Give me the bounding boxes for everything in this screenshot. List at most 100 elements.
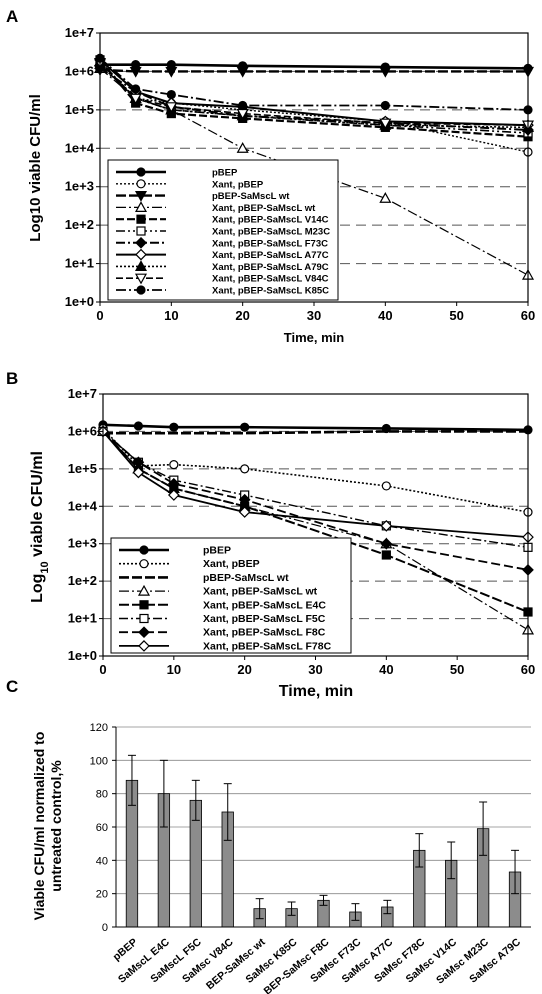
chart-a-x-axis-label: Time, min [284,330,345,345]
chart-a-legend-label: Xant, pBEP-SaMscL M23C [212,227,330,238]
chart-b-legend-item: Xant, pBEP [119,558,260,570]
chart-b-series-8 [97,425,534,543]
chart-a-series-line [99,67,529,131]
chart-c-y-tick-label: 100 [90,755,108,767]
chart-c-grid [116,726,531,895]
chart-a-series-11 [95,53,533,115]
chart-a-legend-marker [134,273,148,285]
chart-b-data-point [169,459,179,470]
chart-b-data-point [238,493,251,506]
chart-b-data-point [133,421,144,431]
chart-b-legend-label: Xant, pBEP-SaMscL wt [203,586,318,598]
chart-b-data-point [240,422,250,432]
chart-c-bar-group [157,759,171,928]
chart-c-bar-group [413,833,426,928]
chart-b-series-line [102,430,529,571]
chart-a-legend-label: Xant, pBEP-SaMscL A77C [212,250,329,261]
chart-c-y-tick-label: 80 [96,789,108,801]
chart-c-bar-group [221,783,234,928]
chart-a-data-point [129,93,142,105]
chart-b-data-point [238,506,251,518]
chart-b-series-2 [98,423,533,517]
chart-b-legend-box [110,537,352,654]
chart-c-bar-group [349,903,362,928]
chart-a-y-tick-label: 1e+2 [65,217,94,232]
chart-c-bar-group [476,801,490,928]
chart-a-y-tick-label: 1e+0 [65,294,94,309]
chart-b-data-point [381,481,391,491]
chart-a-legend-item: Xant, pBEP-SaMscL A77C [116,248,329,261]
chart-a-legend-label: Xant, pBEP-SaMscL V14C [212,215,329,226]
chart-a-legend-marker [134,191,148,202]
chart-a-data-point [380,100,390,111]
chart-a-data-point [379,66,392,78]
chart-a-legend-label: Xant, pBEP-SaMscL A79C [212,262,329,273]
chart-a-data-point [236,66,249,78]
chart-a-y-tick-label: 1e+4 [65,140,95,155]
chart-b-x-tick-label: 10 [167,662,181,677]
chart-a-data-point [238,100,248,111]
chart-a-data-point [165,66,178,78]
chart-a-series [93,53,535,280]
chart-a-series-line [100,63,529,70]
chart-b-legend-label: Xant, pBEP-SaMscL F5C [203,613,326,625]
chart-b-y-tick-label: 1e+5 [68,461,97,476]
chart-b-series-line [102,423,529,432]
chart-b-x-tick-label: 30 [308,662,322,677]
chart-b-data-point [167,477,180,490]
chart-a-data-point [131,84,141,94]
chart-b-data-point [381,550,391,560]
chart-b-data-point [169,422,179,432]
chart-c-y-tick-label: 20 [96,889,108,901]
chart-b-legend-label: Xant, pBEP-SaMscL F8C [203,627,326,639]
chart-b: 1e+0 1e+1 1e+2 1e+3 1e+4 1e+5 1e+6 1e+7 0 10 20 30 4… [29,386,535,700]
chart-a-y-axis-label: Log10 viable CFU/ml [27,94,44,242]
chart-b-y-tick-label: 1e+3 [68,536,97,551]
chart-a-legend-item: Xant, pBEP-SaMscL wt [116,201,316,214]
chart-c-bar-group [508,849,522,928]
chart-b-legend-item: Xant, pBEP-SaMscL F78C [119,640,332,652]
chart-b-y-tick-label: 1e+0 [68,648,97,663]
chart-a-legend-marker [136,285,146,295]
chart-b-x-tick-label: 20 [237,662,251,677]
chart-a-x-tick-label: 0 [96,308,103,323]
chart-a-series-line [99,59,529,138]
chart-b-data-point [240,464,250,474]
chart-c-bar-group [445,841,458,928]
chart-a-series-line [99,61,529,129]
chart-c-y-tick-label: 0 [102,922,108,934]
panel-label-c: C [6,677,18,696]
chart-b-x-tick-label: 60 [521,662,535,677]
chart-a-data-point [236,142,249,153]
chart-a-legend-label: Xant, pBEP-SaMscL F73C [212,238,328,249]
chart-a-legend-label: Xant, pBEP [212,179,264,190]
chart-b-x-tick-label: 40 [379,662,393,677]
chart-b-legend-marker [137,584,151,596]
chart-a-legend-item: Xant, pBEP-SaMscL V84C [116,273,329,285]
chart-a-legend-item: Xant, pBEP [116,179,264,190]
chart-b-legend-marker [138,640,150,652]
chart-c-bar-group [285,901,298,928]
chart-a-y-tick-label: 1e+5 [65,102,94,117]
chart-b-data-point [132,466,145,479]
chart-a-x-tick-label: 40 [378,308,392,323]
chart-b-x-tick-label: 50 [450,662,464,677]
chart-a-data-point [165,102,178,114]
chart-c-y-axis-label: Viable CFU/ml normalized tountreated con… [31,732,64,921]
chart-a: 1e+0 1e+1 1e+2 1e+3 1e+4 1e+5 1e+6 1e+7 0 10 20 30 4… [27,25,535,345]
chart-a-series-line [99,57,529,111]
chart-b-legend-label: Xant, pBEP-SaMscL E4C [203,599,326,611]
chart-b-legend-marker [139,613,149,624]
chart-a-data-point [379,192,392,203]
chart-b-ticks: 1e+0 1e+1 1e+2 1e+3 1e+4 1e+5 1e+6 1e+7 0 10 20 30 4… [68,386,536,677]
chart-b-y-tick-label: 1e+7 [68,386,97,401]
chart-b-data-point [380,537,393,550]
chart-b-series-3 [103,430,528,435]
chart-a-legend-item: Xant, pBEP-SaMscL M23C [116,226,330,238]
chart-c-bar-group [189,779,202,928]
chart-b-y-tick-label: 1e+6 [68,423,97,438]
chart-a-legend-marker [135,236,147,249]
chart-b-legend-item: Xant, pBEP-SaMscL F8C [119,626,326,639]
